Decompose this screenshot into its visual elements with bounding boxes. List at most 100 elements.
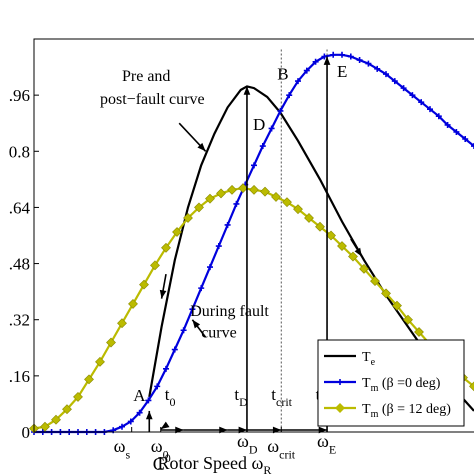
legend-label: Tm (β = 12 deg) bbox=[362, 402, 451, 420]
series-point bbox=[238, 183, 248, 194]
series-point bbox=[51, 414, 61, 425]
series-point bbox=[207, 264, 213, 271]
series-point bbox=[348, 251, 358, 262]
point-labels: A B D E bbox=[133, 62, 347, 405]
plot-frame bbox=[33, 38, 474, 433]
series-point bbox=[150, 260, 160, 271]
series-point bbox=[392, 300, 402, 311]
series-point bbox=[347, 53, 354, 60]
annotation-text: During fault bbox=[190, 303, 269, 320]
series-point bbox=[370, 276, 380, 287]
x-marker-label-main: ω bbox=[237, 431, 249, 451]
legend-label-suffix: (β = 12 deg) bbox=[378, 402, 451, 417]
series-point bbox=[391, 78, 398, 85]
legend-label-sub: e bbox=[371, 357, 376, 368]
series-point bbox=[117, 318, 127, 329]
series-point bbox=[227, 184, 237, 195]
arrow-h2-head bbox=[219, 426, 228, 434]
y-tick-label: .32 bbox=[9, 311, 30, 330]
arrow-up-A bbox=[145, 410, 153, 432]
series-point bbox=[172, 227, 182, 237]
series-point bbox=[183, 213, 193, 223]
series-point bbox=[205, 193, 215, 204]
legend-label: Tm (β =0 deg) bbox=[362, 376, 441, 394]
arrow-t0 bbox=[160, 421, 170, 430]
series-point bbox=[128, 298, 138, 309]
x-marker-label-main: ω bbox=[151, 436, 163, 456]
arrow-h5 bbox=[281, 426, 328, 434]
series-point bbox=[259, 143, 266, 150]
series-point bbox=[326, 230, 336, 241]
arrow-up-D-head bbox=[243, 86, 251, 95]
arrow-t0-head bbox=[160, 421, 170, 429]
x-axis-label-main: Rotor Speed ω bbox=[157, 453, 263, 473]
arrow-h3 bbox=[227, 426, 247, 434]
series-point bbox=[95, 356, 105, 367]
x-marker-label: ω0 bbox=[151, 436, 169, 461]
series-point bbox=[381, 288, 391, 299]
y-tick-label: .16 bbox=[9, 367, 30, 386]
time-label-main: t bbox=[271, 385, 276, 404]
arrow-h1-head bbox=[175, 426, 184, 434]
arrow-h1 bbox=[160, 426, 184, 434]
time-label-sub: 0 bbox=[169, 395, 175, 409]
legend-label-sub: m bbox=[371, 409, 379, 420]
point-label-E: E bbox=[337, 62, 347, 81]
x-marker-label: ωE bbox=[317, 431, 336, 456]
arrow-up-A-head bbox=[145, 410, 153, 420]
series-point bbox=[84, 374, 94, 385]
series-point bbox=[303, 67, 310, 74]
point-label-B: B bbox=[277, 64, 288, 83]
x-marker-label-sub: D bbox=[249, 442, 258, 456]
series-point bbox=[315, 221, 325, 232]
series-point bbox=[427, 106, 433, 113]
point-label-D: D bbox=[253, 115, 265, 134]
time-label-main: t bbox=[234, 385, 239, 404]
x-marker-label-main: ω bbox=[267, 436, 279, 456]
legend-label: Te bbox=[362, 350, 376, 368]
time-label: tcrit bbox=[271, 385, 292, 409]
x-axis-label: Rotor Speed ωR bbox=[157, 453, 271, 474]
x-axis-label-sub: R bbox=[263, 463, 271, 474]
x-marker-label: ωs bbox=[114, 436, 131, 461]
arrow-te-ascend bbox=[159, 273, 167, 299]
series-point bbox=[216, 188, 226, 199]
series-point bbox=[260, 186, 270, 197]
x-marker-label: ωD bbox=[237, 431, 258, 456]
series-point bbox=[383, 71, 389, 78]
series-point bbox=[62, 404, 72, 415]
series-point bbox=[119, 423, 125, 430]
series-point bbox=[139, 279, 149, 290]
arrow-up-E-head bbox=[323, 56, 331, 65]
series-point bbox=[374, 65, 381, 72]
series-point bbox=[194, 202, 204, 213]
legend-marker bbox=[337, 379, 343, 385]
arrow-h4 bbox=[246, 426, 282, 434]
series-point bbox=[453, 128, 460, 135]
legend-label-sub: m bbox=[371, 383, 379, 394]
arrow-h3-head bbox=[238, 426, 247, 434]
annotation-text: Pre and bbox=[122, 68, 170, 85]
annotation-text: post−fault curve bbox=[100, 91, 205, 108]
arrow-h5-head bbox=[318, 426, 328, 434]
series-point bbox=[312, 58, 319, 65]
series-point bbox=[233, 200, 240, 207]
series-point bbox=[339, 51, 345, 58]
point-label-A: A bbox=[133, 386, 146, 405]
series-point bbox=[469, 381, 474, 392]
series-point bbox=[127, 418, 134, 425]
series-point bbox=[249, 184, 259, 195]
series-point bbox=[161, 242, 171, 253]
series-point bbox=[163, 365, 169, 372]
x-marker-label-sub: E bbox=[329, 442, 336, 456]
series-point bbox=[365, 60, 372, 67]
time-label: t0 bbox=[165, 385, 176, 409]
arrow-te-descend-head bbox=[354, 247, 362, 257]
series-point bbox=[154, 383, 161, 390]
legend-label-main: T bbox=[362, 402, 371, 417]
time-label: tD bbox=[234, 385, 248, 409]
c0-label: C0 bbox=[153, 451, 171, 474]
series-point bbox=[198, 285, 205, 292]
series-point bbox=[268, 125, 275, 132]
